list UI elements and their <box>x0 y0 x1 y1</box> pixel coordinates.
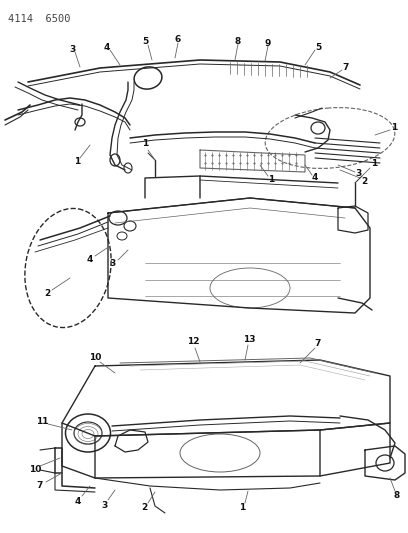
Text: 8: 8 <box>235 36 241 45</box>
Text: 2: 2 <box>361 176 367 185</box>
Text: 4: 4 <box>312 174 318 182</box>
Text: 11: 11 <box>36 416 48 425</box>
Text: 8: 8 <box>394 491 400 500</box>
Text: 10: 10 <box>89 352 101 361</box>
Text: 10: 10 <box>29 465 41 474</box>
Text: 12: 12 <box>187 337 199 346</box>
Text: 9: 9 <box>265 38 271 47</box>
Text: 2: 2 <box>44 289 50 298</box>
Text: 1: 1 <box>142 140 148 149</box>
Text: 1: 1 <box>391 124 397 133</box>
Text: 4114  6500: 4114 6500 <box>8 14 71 24</box>
Text: 3: 3 <box>110 260 116 269</box>
Text: 4: 4 <box>87 255 93 264</box>
Text: 7: 7 <box>343 63 349 72</box>
Text: 5: 5 <box>142 37 148 46</box>
Text: 2: 2 <box>141 504 147 513</box>
Text: 1: 1 <box>268 174 274 183</box>
Text: 5: 5 <box>315 43 321 52</box>
Text: 6: 6 <box>175 36 181 44</box>
Text: 3: 3 <box>69 44 75 53</box>
Text: 1: 1 <box>371 159 377 168</box>
Text: 13: 13 <box>243 335 255 343</box>
Text: 7: 7 <box>37 481 43 490</box>
Text: 3: 3 <box>355 169 361 179</box>
Text: 1: 1 <box>74 157 80 166</box>
Text: 1: 1 <box>239 504 245 513</box>
Text: 4: 4 <box>104 43 110 52</box>
Text: 4: 4 <box>75 497 81 505</box>
Text: 7: 7 <box>315 340 321 349</box>
Text: 3: 3 <box>101 500 107 510</box>
